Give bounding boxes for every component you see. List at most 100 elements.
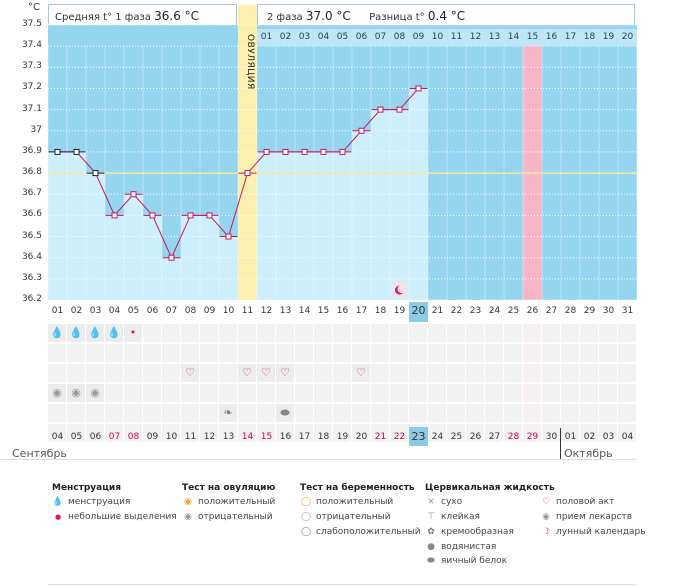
entry-cell[interactable] — [295, 344, 313, 362]
entry-cell[interactable] — [333, 344, 351, 362]
entry-cell[interactable] — [162, 344, 180, 362]
calendar-date[interactable]: 04 — [621, 432, 634, 442]
entry-cell[interactable] — [219, 424, 237, 442]
entry-cell[interactable] — [257, 424, 275, 442]
calendar-date[interactable]: 14 — [241, 432, 254, 442]
cycle-day-label[interactable]: 12 — [260, 306, 273, 316]
entry-cell[interactable] — [599, 384, 617, 402]
calendar-date[interactable]: 23 — [409, 427, 428, 446]
entry-cell[interactable] — [409, 384, 427, 402]
entry-cell[interactable] — [409, 324, 427, 342]
entry-cell[interactable] — [466, 384, 484, 402]
entry-cell[interactable] — [447, 404, 465, 422]
entry-cell[interactable] — [504, 324, 522, 342]
entry-cell[interactable] — [599, 424, 617, 442]
entry-cell[interactable] — [162, 324, 180, 342]
entry-cell[interactable] — [314, 324, 332, 342]
entry-cell[interactable] — [162, 404, 180, 422]
calendar-date[interactable]: 18 — [317, 432, 330, 442]
entry-cell[interactable] — [200, 424, 218, 442]
entry-cell[interactable] — [618, 404, 636, 422]
entry-cell[interactable] — [580, 364, 598, 382]
entry-cell[interactable] — [276, 384, 294, 402]
calendar-date[interactable]: 02 — [583, 432, 596, 442]
cycle-day-label[interactable]: 29 — [583, 306, 596, 316]
entry-cell[interactable] — [466, 344, 484, 362]
calendar-date[interactable]: 17 — [298, 432, 311, 442]
entry-cell[interactable] — [580, 324, 598, 342]
entry-cell[interactable] — [333, 424, 351, 442]
entry-cell[interactable] — [67, 344, 85, 362]
entry-cell[interactable] — [485, 424, 503, 442]
entry-cell[interactable] — [276, 424, 294, 442]
entry-cell[interactable] — [124, 364, 142, 382]
entry-cell[interactable] — [485, 384, 503, 402]
cycle-day-label[interactable]: 26 — [526, 306, 539, 316]
calendar-date[interactable]: 05 — [70, 432, 83, 442]
cycle-day-label[interactable]: 30 — [602, 306, 615, 316]
cycle-day-label[interactable]: 25 — [507, 306, 520, 316]
entry-cell[interactable] — [124, 404, 142, 422]
cycle-day-label[interactable]: 02 — [70, 306, 83, 316]
entry-cell[interactable] — [86, 424, 104, 442]
entry-cell[interactable] — [485, 344, 503, 362]
entry-cell[interactable] — [390, 344, 408, 362]
entry-cell[interactable] — [200, 344, 218, 362]
entry-cell[interactable] — [181, 324, 199, 342]
entry-cell[interactable] — [504, 344, 522, 362]
entry-cell[interactable] — [542, 404, 560, 422]
calendar-date[interactable]: 22 — [393, 432, 406, 442]
cycle-day-label[interactable]: 19 — [393, 306, 406, 316]
entry-cell[interactable] — [238, 324, 256, 342]
entry-cell[interactable] — [466, 364, 484, 382]
entry-cell[interactable] — [295, 364, 313, 382]
entry-cell[interactable] — [523, 404, 541, 422]
entry-cell[interactable] — [143, 424, 161, 442]
entry-cell[interactable] — [523, 384, 541, 402]
entry-cell[interactable] — [409, 404, 427, 422]
entry-cell[interactable] — [124, 384, 142, 402]
entry-cell[interactable] — [561, 364, 579, 382]
cycle-day-label[interactable]: 16 — [336, 306, 349, 316]
entry-cell[interactable] — [105, 364, 123, 382]
entry-cell[interactable] — [352, 344, 370, 362]
calendar-date[interactable]: 27 — [488, 432, 501, 442]
entry-cell[interactable] — [86, 344, 104, 362]
cycle-day-label[interactable]: 27 — [545, 306, 558, 316]
entry-cell[interactable] — [504, 384, 522, 402]
entry-cell[interactable] — [314, 344, 332, 362]
calendar-date[interactable]: 01 — [564, 432, 577, 442]
cycle-day-label[interactable]: 28 — [564, 306, 577, 316]
entry-cell[interactable] — [428, 324, 446, 342]
entry-cell[interactable] — [295, 384, 313, 402]
entry-cell[interactable]: ♡ — [352, 364, 370, 382]
entry-cell[interactable] — [105, 344, 123, 362]
entry-cell[interactable] — [48, 364, 66, 382]
entry-cell[interactable] — [238, 344, 256, 362]
calendar-date[interactable]: 16 — [279, 432, 292, 442]
entry-cell[interactable] — [238, 404, 256, 422]
entry-cell[interactable] — [48, 404, 66, 422]
entry-cell[interactable] — [428, 364, 446, 382]
entry-cell[interactable] — [390, 384, 408, 402]
calendar-date[interactable]: 21 — [374, 432, 387, 442]
calendar-date[interactable]: 30 — [545, 432, 558, 442]
entry-cell[interactable] — [580, 404, 598, 422]
entry-cell[interactable] — [371, 324, 389, 342]
entry-cell[interactable] — [523, 364, 541, 382]
entry-cell[interactable] — [504, 364, 522, 382]
entry-cell[interactable] — [238, 424, 256, 442]
entry-cell[interactable]: 💧 — [105, 324, 123, 342]
cycle-day-label[interactable]: 13 — [279, 306, 292, 316]
entry-cell[interactable] — [48, 424, 66, 442]
entry-cell[interactable] — [219, 384, 237, 402]
calendar-date[interactable]: 20 — [355, 432, 368, 442]
entry-cell[interactable] — [466, 424, 484, 442]
entry-cell[interactable]: 💧 — [67, 324, 85, 342]
calendar-date[interactable]: 24 — [431, 432, 444, 442]
cycle-day-label[interactable]: 24 — [488, 306, 501, 316]
entry-cell[interactable] — [314, 404, 332, 422]
entry-cell[interactable] — [428, 424, 446, 442]
entry-cell[interactable] — [542, 324, 560, 342]
entry-cell[interactable] — [580, 384, 598, 402]
